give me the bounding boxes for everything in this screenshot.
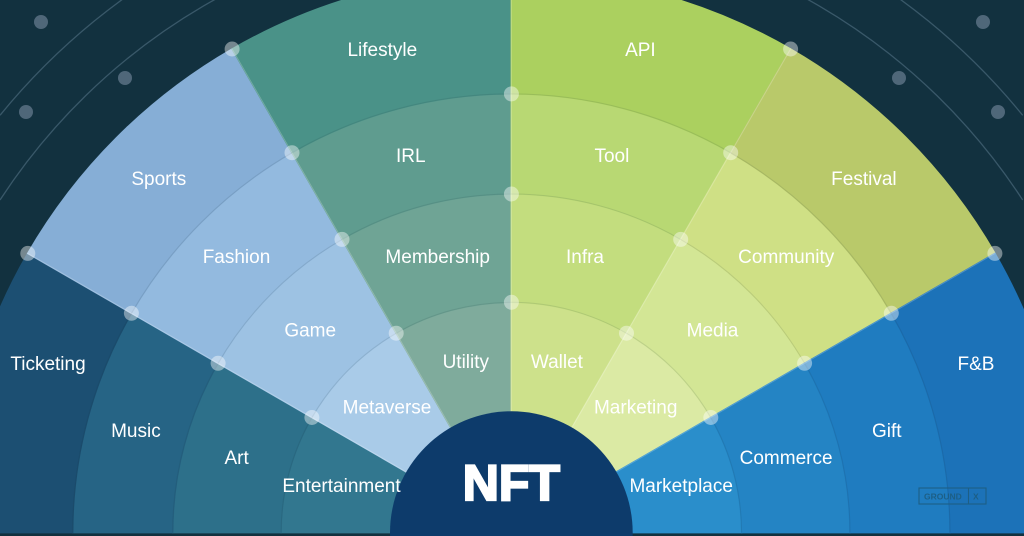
- svg-text:Wallet: Wallet: [531, 352, 584, 373]
- svg-text:Community: Community: [738, 247, 835, 268]
- svg-text:Marketing: Marketing: [594, 397, 677, 418]
- svg-text:Commerce: Commerce: [740, 448, 833, 469]
- svg-text:API: API: [625, 40, 656, 61]
- svg-text:Festival: Festival: [831, 169, 896, 190]
- svg-text:IRL: IRL: [396, 146, 426, 167]
- svg-text:Entertainment: Entertainment: [282, 476, 401, 497]
- svg-text:Lifestyle: Lifestyle: [347, 40, 417, 61]
- svg-text:Media: Media: [687, 321, 739, 342]
- svg-text:Game: Game: [284, 321, 336, 342]
- svg-text:Ticketing: Ticketing: [10, 354, 85, 375]
- svg-text:Marketplace: Marketplace: [629, 476, 733, 497]
- svg-text:Infra: Infra: [566, 247, 604, 268]
- svg-text:Music: Music: [111, 421, 161, 442]
- svg-text:Art: Art: [224, 448, 249, 469]
- svg-text:Tool: Tool: [594, 146, 629, 167]
- svg-text:Gift: Gift: [872, 421, 902, 442]
- svg-text:F&B: F&B: [958, 354, 995, 375]
- svg-text:NFT: NFT: [463, 455, 560, 511]
- svg-text:X: X: [973, 492, 979, 502]
- svg-text:Fashion: Fashion: [203, 247, 271, 268]
- svg-text:Membership: Membership: [385, 247, 490, 268]
- svg-text:GROUND: GROUND: [924, 492, 962, 502]
- svg-text:Sports: Sports: [131, 169, 186, 190]
- svg-text:Metaverse: Metaverse: [343, 397, 432, 418]
- svg-text:Utility: Utility: [443, 352, 490, 373]
